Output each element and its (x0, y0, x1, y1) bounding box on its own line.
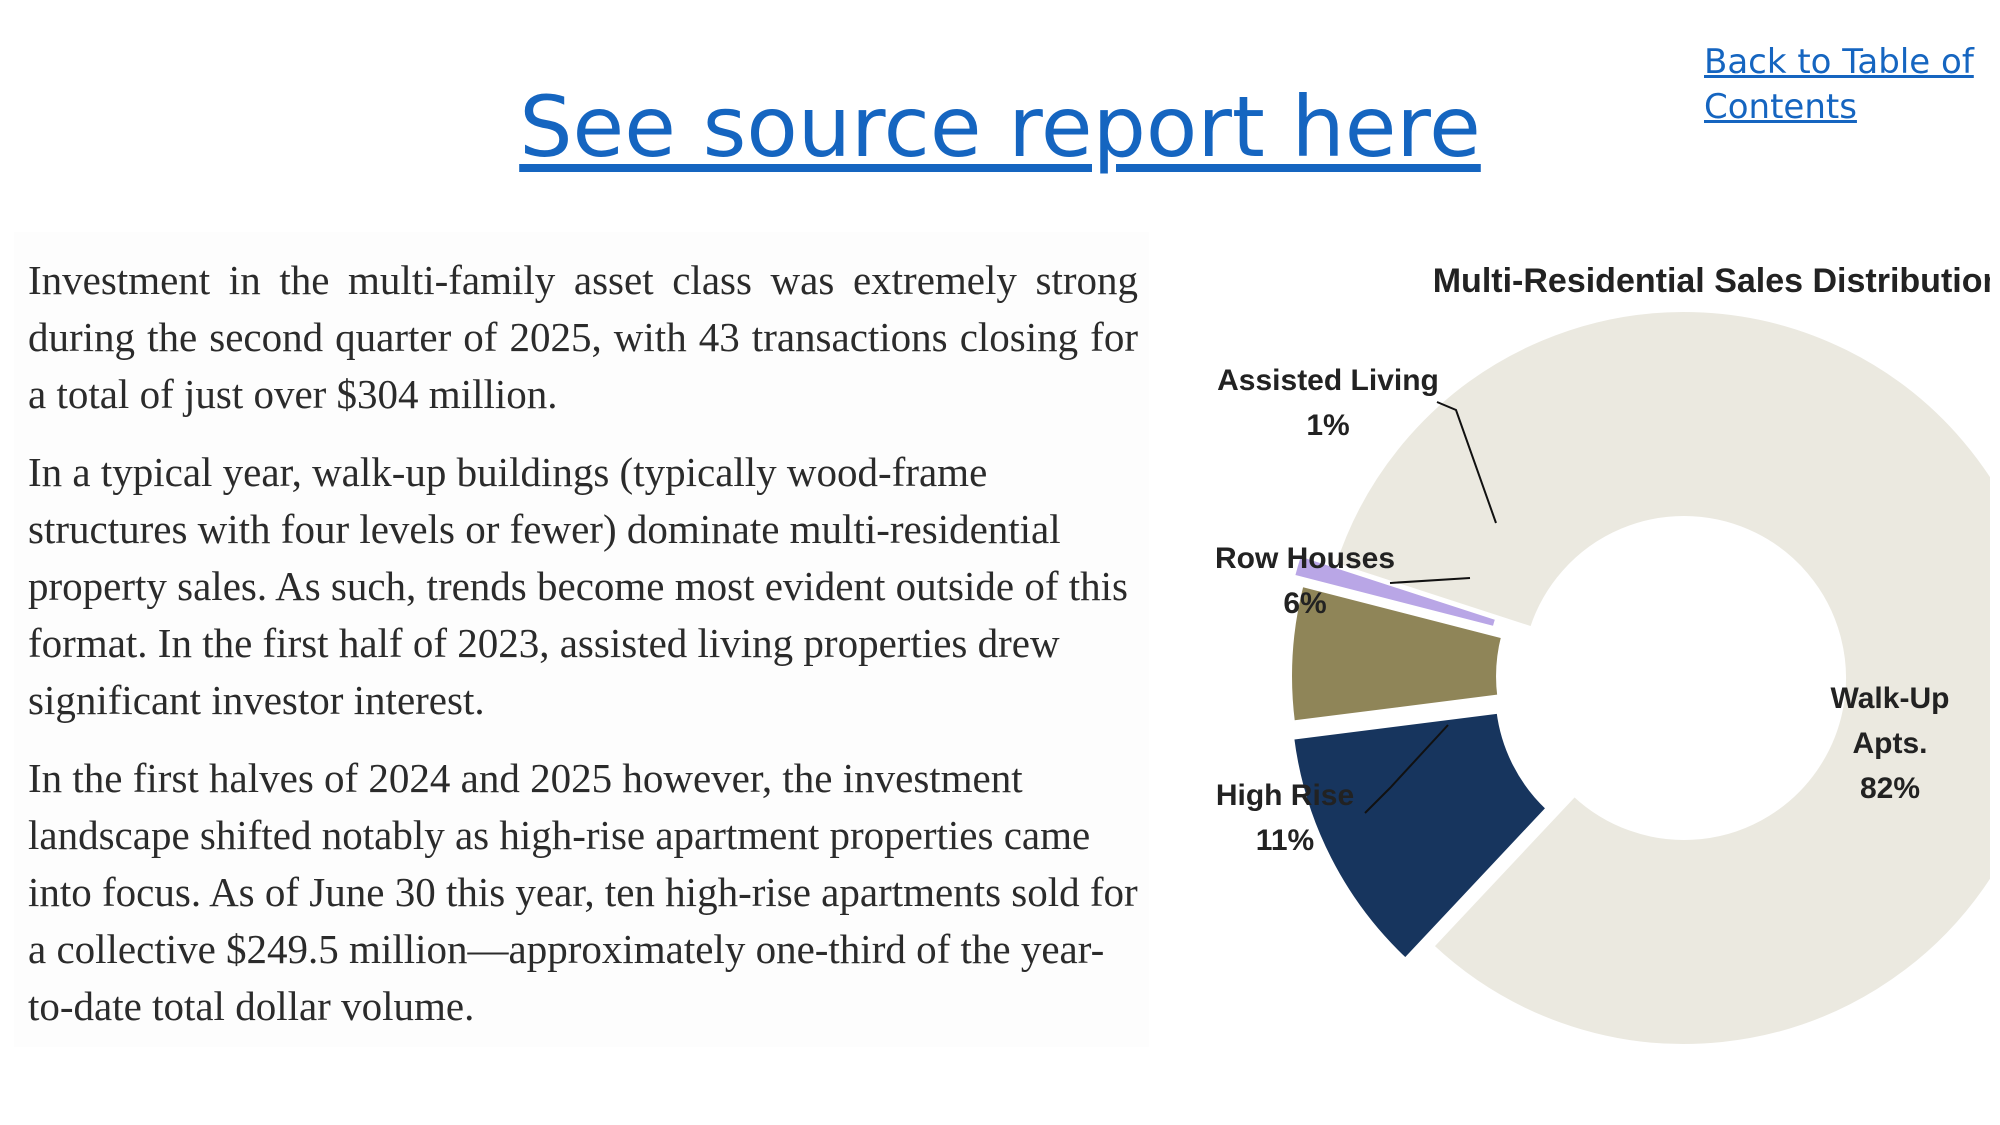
value-label-walk-up-apts: 82% (1860, 772, 1920, 805)
slice-labels: Walk-Up Apts. 82% High Rise 11% Row Houses 6% A… (1215, 364, 1949, 857)
donut-chart: Multi-Residential Sales Distribution Wal… (1215, 262, 1990, 1048)
back-link-line-1[interactable]: Back to Table of (1704, 42, 1974, 82)
leader-line-assisted-living (1436, 401, 1497, 524)
slice-row-houses (1288, 582, 1506, 725)
label-high-rise: High Rise (1216, 779, 1354, 812)
value-label-assisted-living: 1% (1306, 409, 1349, 442)
paragraph-1: Investment in the multi-family asset cla… (28, 257, 1138, 417)
back-to-table-of-contents-link[interactable]: Back to Table of Contents (1704, 40, 2000, 130)
leader-line-high-rise (1364, 724, 1449, 814)
label-assisted-living: Assisted Living (1217, 364, 1439, 397)
source-report-link[interactable]: See source report here (519, 78, 1481, 176)
slice-assisted-living (1290, 551, 1500, 631)
label-walk-up-apts: Walk-Up Apts. (1831, 682, 1950, 760)
value-label-row-houses: 6% (1283, 587, 1326, 620)
paragraph-2: In a typical year, walk-up buildings (ty… (28, 449, 1128, 723)
label-row-houses: Row Houses (1215, 542, 1395, 575)
slice-high-rise (1289, 709, 1551, 963)
paragraph-3: In the first halves of 2024 and 2025 how… (28, 755, 1138, 1029)
back-link-line-2[interactable]: Contents (1704, 87, 1857, 127)
report-excerpt: Investment in the multi-family asset cla… (14, 232, 1149, 1047)
value-label-high-rise: 11% (1256, 824, 1314, 857)
leader-lines (1364, 401, 1497, 814)
slice-walk-up-apts (1331, 307, 1990, 1048)
donut-slices (1288, 307, 1990, 1048)
leader-line-row-houses (1389, 577, 1471, 584)
chart-title: Multi-Residential Sales Distribution (1433, 262, 1990, 300)
